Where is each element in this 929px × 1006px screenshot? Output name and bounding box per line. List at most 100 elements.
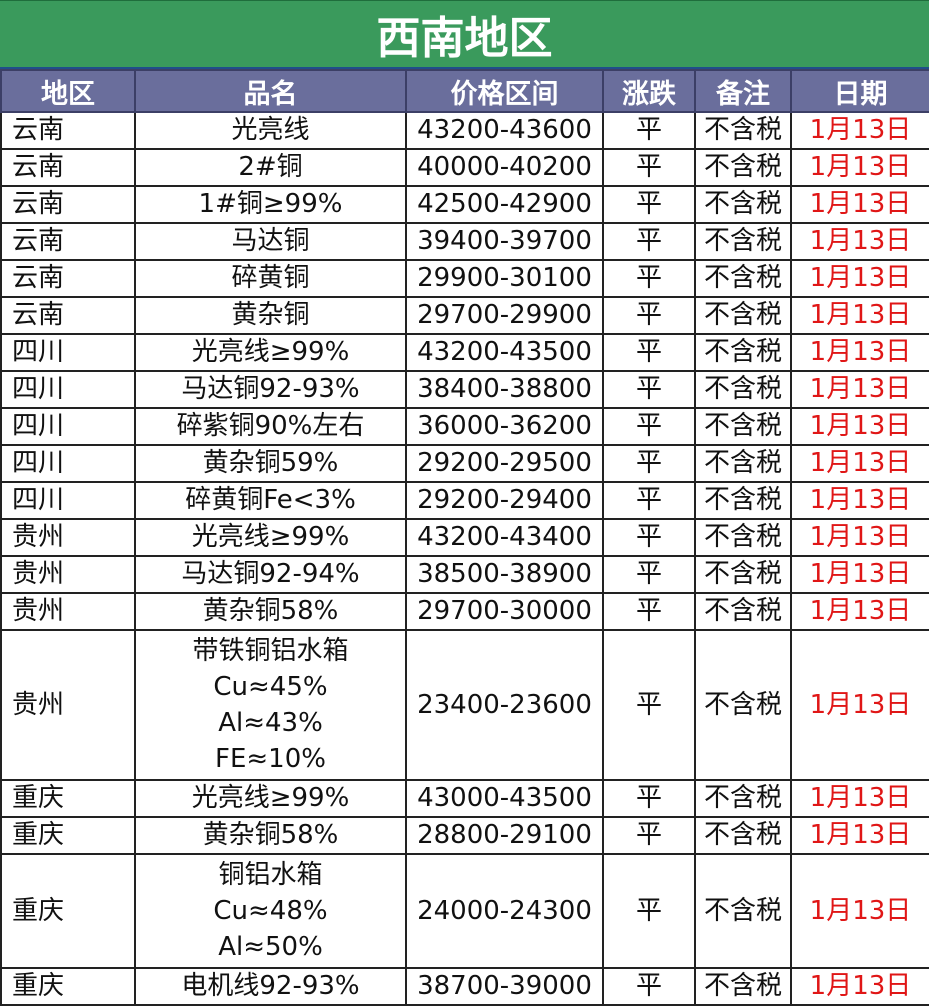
cell-region: 贵州 [0, 555, 136, 594]
table-row: 云南 黄杂铜 29700-29900 平不含税 1月13日 [0, 296, 929, 335]
cell-change: 平 [602, 853, 696, 969]
cell-product: 带铁铜铝水箱 Cu≈45% Al≈43% FE≈10% [134, 629, 407, 781]
cell-date: 1月13日 [790, 333, 929, 372]
header-row: 地区 品名 价格区间 涨跌 备注 日期 [0, 69, 929, 113]
cell-change: 平 [602, 481, 696, 520]
table-row: 云南 2#铜 40000-40200 平不含税 1月13日 [0, 148, 929, 187]
table-row: 贵州 马达铜92-94% 38500-38900 平不含税 1月13日 [0, 555, 929, 594]
cell-price-range: 39400-39700 [405, 222, 604, 261]
sheet-title: 西南地区 [0, 0, 929, 69]
cell-price-range: 29900-30100 [405, 259, 604, 298]
header-change: 涨跌 [602, 69, 696, 113]
table-row: 四川 光亮线≥99% 43200-43500 平不含税 1月13日 [0, 333, 929, 372]
cell-region: 重庆 [0, 967, 136, 1006]
header-region: 地区 [0, 69, 136, 113]
cell-change: 平 [602, 148, 696, 187]
product-line: Al≈50% [218, 932, 323, 962]
cell-date: 1月13日 [790, 555, 929, 594]
cell-note: 不含税 [694, 481, 792, 520]
cell-date: 1月13日 [790, 407, 929, 446]
cell-price-range: 43000-43500 [405, 779, 604, 818]
table-body: 云南 光亮线 43200-43600 平不含税 1月13日 云南 2#铜 40000-4020… [0, 111, 929, 1006]
cell-price-range: 38500-38900 [405, 555, 604, 594]
cell-note: 不含税 [694, 779, 792, 818]
cell-product: 马达铜92-94% [134, 555, 407, 594]
table-row: 云南 马达铜 39400-39700 平不含税 1月13日 [0, 222, 929, 261]
cell-region: 四川 [0, 481, 136, 520]
cell-date: 1月13日 [790, 779, 929, 818]
header-product: 品名 [134, 69, 407, 113]
cell-date: 1月13日 [790, 592, 929, 631]
cell-price-range: 24000-24300 [405, 853, 604, 969]
cell-change: 平 [602, 111, 696, 150]
cell-note: 不含税 [694, 259, 792, 298]
cell-note: 不含税 [694, 592, 792, 631]
cell-date: 1月13日 [790, 370, 929, 409]
cell-date: 1月13日 [790, 444, 929, 483]
cell-note: 不含税 [694, 967, 792, 1006]
cell-product: 光亮线≥99% [134, 779, 407, 818]
table-row: 云南 碎黄铜 29900-30100 平不含税 1月13日 [0, 259, 929, 298]
cell-region: 重庆 [0, 816, 136, 855]
cell-note: 不含税 [694, 185, 792, 224]
cell-region: 云南 [0, 185, 136, 224]
product-line: 2#铜 [238, 152, 303, 182]
table-row: 四川 碎黄铜Fe<3% 29200-29400 平不含税 1月13日 [0, 481, 929, 520]
cell-product: 碎黄铜 [134, 259, 407, 298]
cell-date: 1月13日 [790, 629, 929, 781]
product-line: 碎紫铜90%左右 [176, 411, 365, 441]
cell-region: 云南 [0, 296, 136, 335]
cell-date: 1月13日 [790, 967, 929, 1006]
table-row: 贵州 带铁铜铝水箱 Cu≈45% Al≈43% FE≈10% 23400-23600 平不含… [0, 629, 929, 781]
cell-price-range: 38700-39000 [405, 967, 604, 1006]
table-row: 四川 马达铜92-93% 38400-38800 平不含税 1月13日 [0, 370, 929, 409]
cell-region: 云南 [0, 111, 136, 150]
product-line: 黄杂铜 [231, 300, 310, 330]
cell-change: 平 [602, 185, 696, 224]
cell-region: 云南 [0, 222, 136, 261]
cell-product: 1#铜≥99% [134, 185, 407, 224]
cell-date: 1月13日 [790, 481, 929, 520]
cell-change: 平 [602, 816, 696, 855]
header-price-range: 价格区间 [405, 69, 604, 113]
product-line: 1#铜≥99% [198, 189, 343, 219]
cell-change: 平 [602, 779, 696, 818]
cell-product: 马达铜 [134, 222, 407, 261]
cell-date: 1月13日 [790, 222, 929, 261]
table-row: 贵州 黄杂铜58% 29700-30000 平不含税 1月13日 [0, 592, 929, 631]
product-line: 马达铜92-94% [181, 559, 360, 589]
product-line: FE≈10% [215, 744, 326, 774]
product-line: 马达铜92-93% [181, 374, 360, 404]
cell-price-range: 29200-29500 [405, 444, 604, 483]
table-row: 贵州 光亮线≥99% 43200-43400 平不含税 1月13日 [0, 518, 929, 557]
cell-change: 平 [602, 333, 696, 372]
table-row: 云南 1#铜≥99% 42500-42900 平不含税 1月13日 [0, 185, 929, 224]
cell-change: 平 [602, 296, 696, 335]
cell-change: 平 [602, 222, 696, 261]
cell-change: 平 [602, 555, 696, 594]
product-line: 光亮线≥99% [191, 522, 350, 552]
cell-price-range: 36000-36200 [405, 407, 604, 446]
product-line: 黄杂铜58% [202, 820, 339, 850]
cell-note: 不含税 [694, 629, 792, 781]
header-date: 日期 [790, 69, 929, 113]
cell-note: 不含税 [694, 518, 792, 557]
product-line: 黄杂铜58% [202, 596, 339, 626]
product-line: 电机线92-93% [181, 971, 360, 1001]
cell-note: 不含税 [694, 333, 792, 372]
cell-region: 贵州 [0, 629, 136, 781]
cell-change: 平 [602, 259, 696, 298]
table-row: 四川 碎紫铜90%左右 36000-36200 平不含税 1月13日 [0, 407, 929, 446]
cell-date: 1月13日 [790, 259, 929, 298]
cell-note: 不含税 [694, 148, 792, 187]
cell-note: 不含税 [694, 444, 792, 483]
table-row: 重庆 铜铝水箱 Cu≈48% Al≈50% 24000-24300 平不含税 1月13日 [0, 853, 929, 969]
product-line: 黄杂铜59% [202, 448, 339, 478]
cell-region: 重庆 [0, 853, 136, 969]
cell-date: 1月13日 [790, 111, 929, 150]
price-table: 地区 品名 价格区间 涨跌 备注 日期 云南 光亮线 43200-43600 平不含税… [0, 69, 929, 1006]
cell-price-range: 42500-42900 [405, 185, 604, 224]
cell-date: 1月13日 [790, 853, 929, 969]
cell-date: 1月13日 [790, 296, 929, 335]
product-line: Cu≈45% [213, 672, 328, 702]
